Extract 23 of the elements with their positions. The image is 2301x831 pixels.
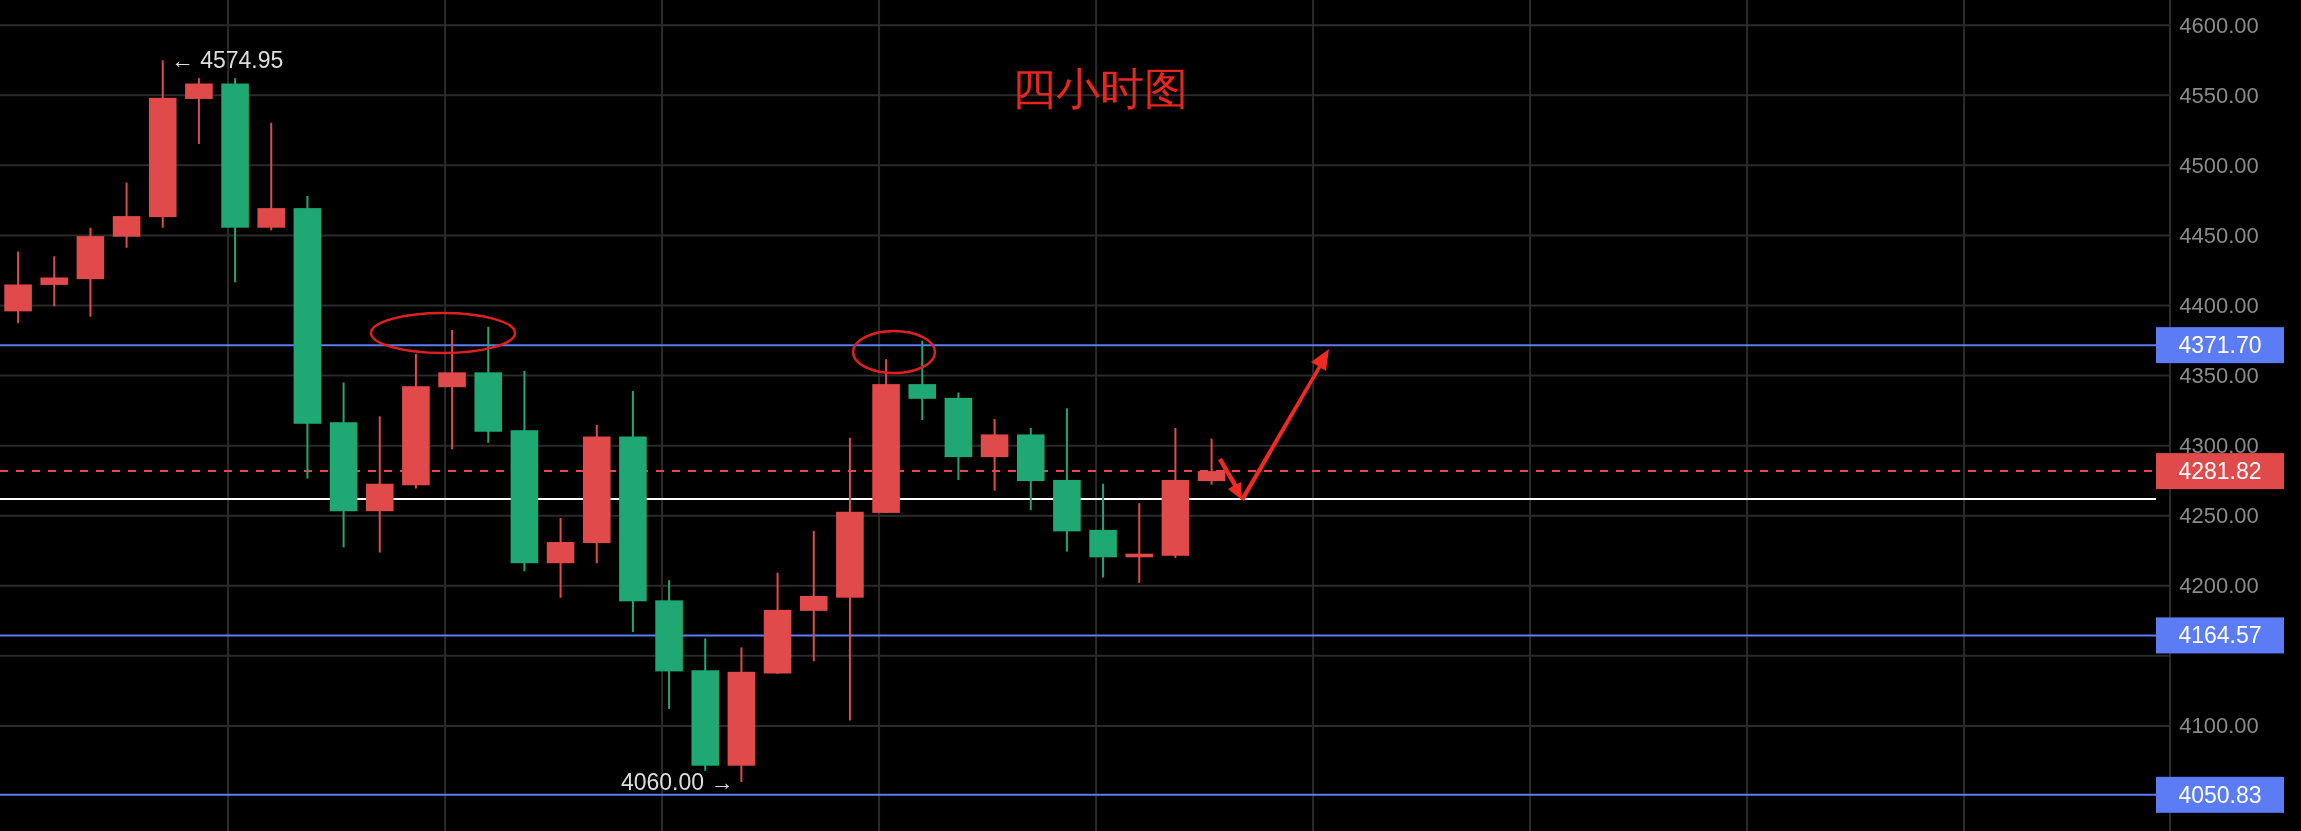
candlestick — [799, 529, 828, 663]
ref-label: 4164.57 — [2156, 617, 2284, 654]
ref-line-label: 4281.82 — [2178, 458, 2262, 485]
ref-label: 4050.83 — [2156, 776, 2284, 813]
ref-label: 4371.70 — [2156, 327, 2284, 364]
y-tick-label: 4200.00 — [2179, 573, 2259, 599]
ref-label: 4281.82 — [2156, 453, 2284, 490]
y-tick-label: 4550.00 — [2179, 82, 2259, 108]
y-tick-label: 4350.00 — [2179, 363, 2259, 389]
text: 四小时图 — [1012, 63, 1188, 113]
ref-line-label: 4164.57 — [2178, 622, 2262, 649]
candlestick — [438, 329, 466, 451]
y-tick-label: 4600.00 — [2179, 12, 2259, 38]
ref-line-label: 4050.83 — [2178, 781, 2262, 808]
ref-line-label: 4371.70 — [2178, 332, 2262, 359]
annotation: ← 4574.95 — [170, 47, 284, 74]
y-tick-label: 4250.00 — [2179, 503, 2259, 529]
y-tick-label: 4450.00 — [2179, 222, 2259, 248]
y-tick-label: 4400.00 — [2179, 292, 2259, 318]
annotation: 4060.00 → — [620, 768, 734, 795]
y-tick-label: 4100.00 — [2179, 713, 2259, 739]
y-tick-label: 4500.00 — [2179, 152, 2259, 178]
candlestick — [40, 255, 69, 308]
